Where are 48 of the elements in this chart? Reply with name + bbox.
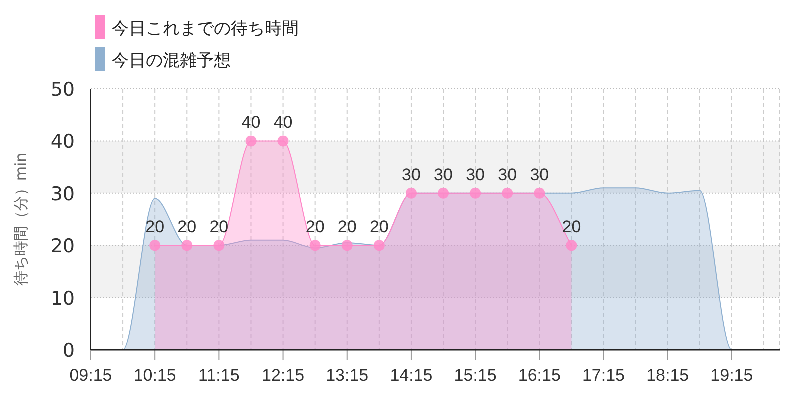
y-tick-label: 0 xyxy=(62,340,75,362)
data-label: 30 xyxy=(498,165,518,184)
data-label: 20 xyxy=(178,218,197,237)
y-tick-label: 40 xyxy=(50,131,75,154)
x-tick-label: 12:15 xyxy=(262,366,305,385)
point xyxy=(406,188,417,199)
x-tick-label: 16:15 xyxy=(518,366,561,385)
point xyxy=(182,240,193,252)
x-tick-label: 19:15 xyxy=(710,366,754,385)
point xyxy=(150,240,161,252)
x-tick-label: 11:15 xyxy=(198,366,240,385)
data-label: 30 xyxy=(466,165,486,184)
x-tick-label: 18:15 xyxy=(646,366,690,385)
data-label: 30 xyxy=(402,165,421,184)
point xyxy=(470,188,482,199)
point xyxy=(502,188,514,199)
x-tick-label: 17:15 xyxy=(582,366,626,385)
data-label: 20 xyxy=(370,218,389,237)
x-tick-label: 15:15 xyxy=(454,366,497,385)
y-tick-label: 50 xyxy=(50,79,75,101)
data-label: 40 xyxy=(242,113,261,132)
data-label: 20 xyxy=(562,218,582,237)
legend-label: 今日これまでの待ち時間 xyxy=(112,19,299,39)
x-tick-label: 13:15 xyxy=(326,366,369,385)
data-label: 20 xyxy=(338,218,357,237)
point xyxy=(214,240,225,252)
data-label: 30 xyxy=(434,165,453,184)
data-label: 20 xyxy=(210,218,229,237)
data-label: 40 xyxy=(274,113,293,132)
y-tick-label: 30 xyxy=(50,183,75,206)
point xyxy=(374,240,385,252)
y-axis-title: 待ち時間（分）min xyxy=(12,152,30,286)
data-label: 30 xyxy=(530,165,550,184)
point xyxy=(342,240,353,252)
point xyxy=(438,188,450,199)
point xyxy=(310,240,321,252)
point xyxy=(534,188,546,199)
y-tick-label: 20 xyxy=(50,236,75,258)
point xyxy=(278,136,289,147)
data-label: 20 xyxy=(146,218,165,237)
data-label: 20 xyxy=(306,218,325,237)
y-tick-label: 10 xyxy=(50,288,75,310)
x-tick-label: 09:15 xyxy=(70,366,112,385)
point xyxy=(246,136,257,147)
legend-label: 今日の混雑予想 xyxy=(112,51,231,71)
point xyxy=(566,240,578,252)
x-tick-label: 14:15 xyxy=(390,366,433,385)
x-tick-label: 10:15 xyxy=(134,366,176,385)
